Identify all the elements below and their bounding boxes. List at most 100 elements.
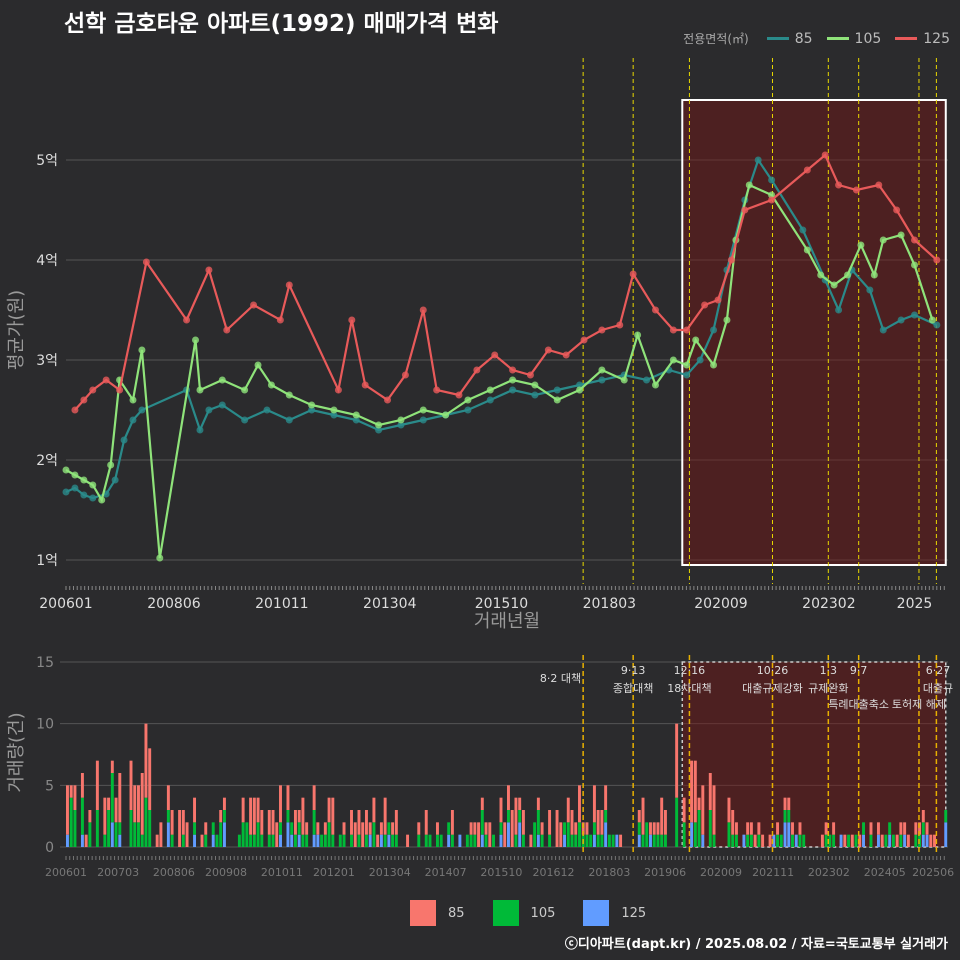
volume-bar	[312, 810, 316, 835]
data-point-125	[80, 396, 88, 404]
volume-bar	[327, 797, 331, 823]
volume-bar	[193, 822, 197, 835]
volume-bar	[693, 760, 697, 823]
volume-bar	[473, 822, 477, 835]
data-point-125	[250, 301, 258, 309]
volume-bar	[663, 810, 667, 835]
volume-bar	[469, 822, 473, 835]
x-axis-title: 거래년월	[474, 611, 540, 632]
volume-bar	[787, 822, 791, 847]
bottom-legend: 85 105 125	[410, 900, 674, 926]
bar-x-tick-label: 201906	[644, 866, 686, 879]
volume-bar	[510, 810, 514, 847]
data-point-105	[442, 411, 450, 419]
data-point-125	[285, 281, 293, 289]
volume-bar	[929, 834, 933, 847]
volume-bar	[914, 834, 918, 847]
volume-bar	[876, 822, 880, 835]
policy-annotation: 규제완화	[808, 682, 848, 695]
volume-bar	[682, 797, 686, 823]
volume-bar	[596, 810, 600, 835]
volume-bar	[241, 797, 245, 823]
data-point-105	[710, 361, 718, 369]
volume-bar	[944, 810, 948, 823]
volume-bar	[368, 822, 372, 835]
volume-bar	[566, 822, 570, 847]
policy-annotation: 토허제 해제	[892, 697, 946, 711]
data-point-85	[205, 406, 213, 414]
data-point-125	[71, 406, 79, 414]
volume-bar	[708, 810, 712, 847]
volume-bar	[129, 810, 133, 847]
data-point-85	[285, 416, 293, 424]
data-point-105	[192, 336, 200, 344]
data-point-125	[384, 396, 392, 404]
volume-bar	[850, 834, 854, 847]
volume-bar	[854, 834, 858, 847]
volume-bar	[66, 834, 69, 847]
data-point-125	[616, 321, 624, 329]
volume-bar	[592, 822, 596, 835]
volume-bar	[615, 834, 619, 847]
volume-bar	[383, 797, 387, 835]
volume-bar	[435, 834, 439, 847]
data-point-105	[254, 361, 262, 369]
volume-bar	[170, 810, 174, 835]
volume-bar	[536, 797, 540, 810]
data-point-125	[727, 256, 735, 264]
data-point-125	[741, 206, 749, 214]
data-point-105	[723, 316, 731, 324]
volume-bar	[211, 822, 215, 835]
volume-bar	[518, 797, 522, 810]
volume-bar	[712, 834, 716, 847]
data-point-105	[830, 281, 838, 289]
volume-bar	[391, 834, 395, 847]
policy-date-label: 9·7	[850, 664, 868, 677]
volume-bar	[256, 822, 260, 847]
data-point-105	[218, 376, 226, 384]
volume-bar	[331, 797, 335, 835]
volume-bar	[944, 822, 948, 847]
y-axis-title: 평균가(원)	[6, 290, 27, 370]
volume-bar	[791, 822, 794, 835]
volume-bar	[891, 834, 895, 847]
volume-bar	[107, 797, 111, 810]
volume-bar	[107, 810, 111, 847]
data-point-85	[643, 376, 651, 384]
volume-bar	[159, 822, 163, 847]
volume-bar	[798, 834, 802, 847]
volume-bar	[275, 822, 279, 847]
volume-bar	[297, 810, 301, 823]
volume-bar	[660, 834, 664, 847]
data-point-125	[433, 386, 441, 394]
volume-bar	[80, 797, 84, 835]
volume-bar	[783, 797, 787, 810]
data-point-105	[419, 406, 427, 414]
volume-bar	[746, 822, 750, 835]
volume-bar	[536, 810, 540, 835]
volume-bar	[166, 785, 170, 810]
volume-bar	[581, 822, 585, 835]
volume-bar	[387, 834, 391, 847]
volume-bar	[921, 810, 925, 823]
legend-swatch-85	[766, 37, 789, 40]
volume-bar	[327, 822, 331, 847]
volume-bar	[731, 810, 735, 835]
volume-bar	[540, 834, 544, 847]
volume-bar	[574, 834, 578, 847]
data-point-125	[768, 196, 776, 204]
volume-bar	[652, 834, 656, 847]
volume-bar	[768, 834, 772, 847]
data-point-105	[928, 316, 936, 324]
data-point-125	[580, 336, 588, 344]
data-point-85	[241, 416, 249, 424]
volume-bar	[637, 834, 641, 847]
volume-bar	[499, 797, 503, 823]
volume-bar	[148, 810, 152, 847]
data-point-105	[844, 271, 852, 279]
bar-x-tick-label: 201201	[313, 866, 355, 879]
data-point-125	[348, 316, 356, 324]
volume-bar	[563, 822, 566, 835]
volume-bar	[570, 810, 574, 835]
volume-bar	[701, 785, 705, 835]
